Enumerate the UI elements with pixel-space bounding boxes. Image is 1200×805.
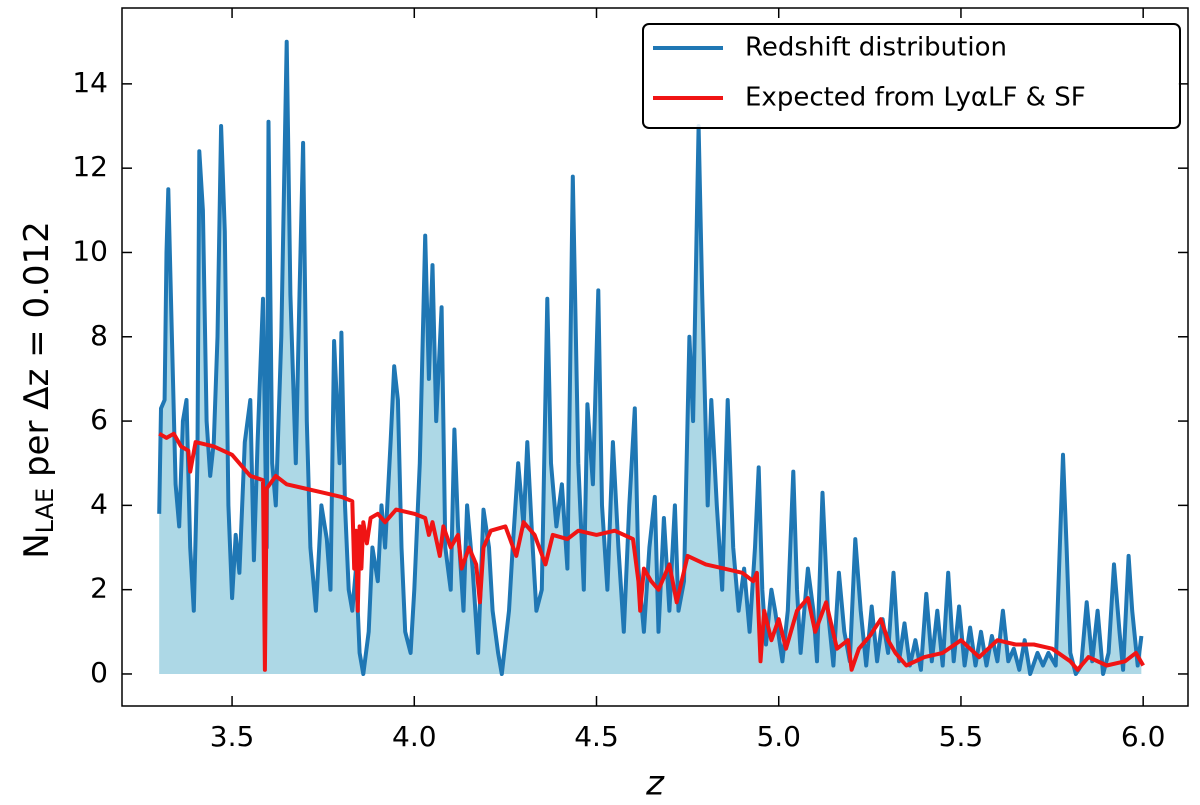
legend-label: Redshift distribution [745,33,1007,63]
y-label-sub: LAE [31,488,59,534]
y-tick-label: 6 [90,403,108,436]
y-tick-label: 12 [72,150,108,183]
y-tick-label: 10 [72,234,108,267]
legend-box [642,23,1181,129]
y-tick-label: 8 [90,319,108,352]
x-tick-label: 3.5 [210,720,255,753]
y-tick-label: 14 [72,66,108,99]
plot-area: 3.5 4.0 4.5 5.0 5.5 6.0 0 2 4 6 8 10 12 14 Redshift di… [72,7,1189,753]
y-tick-label: 2 [90,572,108,605]
line [158,431,1145,672]
y-axis-label: NLAE per Δz = 0.012 [17,221,60,559]
x-axis-label: z [645,764,665,804]
x-tick-label: 5.5 [939,720,984,753]
x-tick-label: 5.0 [756,720,801,753]
x-tick-label: 4.0 [392,720,437,753]
y-label-main: N [17,533,57,558]
legend-label: Expected from LyαLF & SF [745,83,1086,113]
y-tick-label: 4 [90,487,108,520]
y-label-rest: per Δz = 0.012 [17,221,57,488]
x-tick-label: 4.5 [574,720,619,753]
y-tick-label: 0 [90,656,108,689]
x-tick-label: 6.0 [1121,720,1166,753]
axes-frame [121,7,1189,707]
